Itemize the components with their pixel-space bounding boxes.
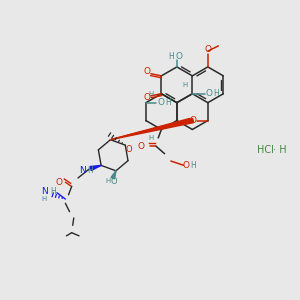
Text: O: O — [125, 145, 132, 154]
Text: H: H — [182, 82, 188, 88]
Text: O: O — [176, 52, 182, 61]
Text: H: H — [148, 91, 154, 97]
Text: H: H — [214, 89, 219, 98]
Text: O: O — [143, 93, 150, 102]
Text: O: O — [204, 44, 211, 53]
Text: H: H — [148, 135, 154, 141]
Text: O: O — [143, 67, 150, 76]
Text: H: H — [88, 166, 94, 175]
Text: H: H — [165, 98, 171, 107]
Text: O: O — [190, 116, 196, 125]
Text: O: O — [157, 98, 164, 107]
Text: H: H — [42, 196, 47, 202]
Text: O: O — [56, 178, 62, 187]
Text: H: H — [105, 178, 110, 184]
Text: · H: · H — [270, 145, 286, 155]
Polygon shape — [90, 165, 101, 171]
Text: O: O — [110, 177, 117, 186]
Polygon shape — [110, 118, 194, 140]
Polygon shape — [111, 171, 116, 179]
Text: H: H — [190, 161, 196, 170]
Text: H: H — [50, 187, 56, 196]
Text: N: N — [41, 187, 48, 196]
Text: O: O — [182, 161, 189, 170]
Text: HCl: HCl — [257, 145, 274, 155]
Text: H: H — [169, 52, 175, 61]
Text: O: O — [138, 142, 145, 151]
Text: O: O — [206, 89, 213, 98]
Text: N: N — [79, 166, 86, 175]
